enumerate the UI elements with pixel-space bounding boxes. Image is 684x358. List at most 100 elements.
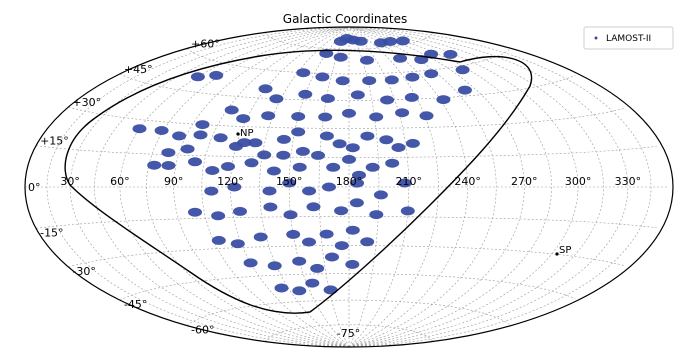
data-point bbox=[360, 132, 374, 141]
data-point bbox=[346, 143, 360, 152]
data-point bbox=[286, 230, 300, 239]
meridian-label: 240° bbox=[454, 175, 481, 188]
data-point bbox=[276, 151, 290, 160]
data-point bbox=[237, 138, 251, 147]
data-point bbox=[443, 50, 457, 59]
parallel-line bbox=[187, 300, 510, 326]
data-point bbox=[379, 135, 393, 144]
data-point bbox=[263, 187, 277, 196]
data-point bbox=[424, 69, 438, 78]
data-point bbox=[211, 211, 225, 220]
data-point bbox=[310, 264, 324, 273]
chart-title: Galactic Coordinates bbox=[283, 12, 407, 26]
meridian-label: 270° bbox=[511, 175, 538, 188]
data-point bbox=[147, 161, 161, 170]
data-point bbox=[225, 106, 239, 115]
meridian-label: 30° bbox=[60, 175, 80, 188]
data-point bbox=[259, 84, 273, 93]
data-point bbox=[133, 124, 147, 133]
parallel-line bbox=[36, 217, 657, 229]
data-point bbox=[311, 151, 325, 160]
parallel-label: 0° bbox=[28, 181, 41, 194]
data-point bbox=[324, 285, 338, 294]
data-point bbox=[366, 163, 380, 172]
parallel-label: +45° bbox=[124, 63, 153, 76]
data-point bbox=[188, 157, 202, 166]
data-point bbox=[296, 68, 310, 77]
data-point bbox=[342, 155, 356, 164]
data-points bbox=[133, 34, 472, 295]
data-point bbox=[244, 258, 258, 267]
data-point bbox=[292, 286, 306, 295]
data-point bbox=[298, 90, 312, 99]
data-point bbox=[420, 111, 434, 120]
data-point bbox=[346, 226, 360, 235]
data-point bbox=[342, 109, 356, 118]
data-point bbox=[320, 132, 334, 141]
data-point bbox=[305, 279, 319, 288]
data-point bbox=[458, 86, 472, 95]
meridian-label: 90° bbox=[164, 175, 184, 188]
data-point bbox=[315, 72, 329, 81]
meridian-label: 60° bbox=[110, 175, 130, 188]
data-point bbox=[318, 113, 332, 122]
meridian-label: 180° bbox=[336, 175, 363, 188]
data-point bbox=[191, 72, 205, 81]
data-point bbox=[245, 158, 259, 167]
data-point bbox=[236, 114, 250, 123]
data-point bbox=[277, 135, 291, 144]
data-point bbox=[162, 161, 176, 170]
data-point bbox=[209, 71, 223, 80]
data-point bbox=[360, 237, 374, 246]
data-point bbox=[392, 143, 406, 152]
data-point bbox=[261, 111, 275, 120]
data-point bbox=[326, 163, 340, 172]
data-point bbox=[351, 90, 365, 99]
data-point bbox=[436, 95, 450, 104]
data-point bbox=[383, 37, 397, 46]
data-point bbox=[205, 166, 219, 175]
meridian-label: 210° bbox=[396, 175, 423, 188]
meridian-label: 300° bbox=[565, 175, 592, 188]
parallel-line bbox=[120, 274, 575, 301]
meridian-label: 150° bbox=[276, 175, 303, 188]
data-point bbox=[362, 76, 376, 85]
data-point bbox=[269, 94, 283, 103]
legend-label: LAMOST-II bbox=[606, 34, 651, 44]
data-point bbox=[333, 139, 347, 148]
data-point bbox=[325, 253, 339, 262]
data-point bbox=[395, 108, 409, 117]
data-point bbox=[401, 206, 415, 215]
data-point bbox=[293, 163, 307, 172]
data-point bbox=[405, 73, 419, 82]
data-point bbox=[172, 131, 186, 140]
data-point bbox=[354, 37, 368, 46]
data-point bbox=[284, 210, 298, 219]
data-point bbox=[405, 93, 419, 102]
data-point bbox=[212, 236, 226, 245]
parallel-label: +30° bbox=[72, 96, 101, 109]
data-point bbox=[369, 210, 383, 219]
np-label: NP bbox=[240, 128, 254, 139]
parallel-label: -75° bbox=[337, 327, 360, 340]
legend: LAMOST-II bbox=[584, 27, 673, 49]
data-point bbox=[214, 133, 228, 142]
data-point bbox=[263, 203, 277, 212]
data-point bbox=[393, 54, 407, 63]
data-point bbox=[360, 56, 374, 65]
data-point bbox=[296, 147, 310, 156]
data-point bbox=[291, 112, 305, 121]
data-point bbox=[307, 202, 321, 211]
data-point bbox=[345, 260, 359, 269]
data-point bbox=[406, 139, 420, 148]
sp-label: SP bbox=[559, 245, 571, 256]
data-point bbox=[181, 145, 195, 154]
data-point bbox=[302, 238, 316, 247]
parallel-label: -30° bbox=[72, 265, 95, 278]
parallel-label: +60° bbox=[191, 37, 220, 50]
data-point bbox=[335, 241, 349, 250]
meridian-labels: 30° 60° 90° 120° 150° 180° 210° 240° 270° 300° 330… bbox=[60, 175, 641, 188]
data-point bbox=[334, 206, 348, 215]
data-point bbox=[221, 162, 235, 171]
data-point bbox=[385, 159, 399, 168]
